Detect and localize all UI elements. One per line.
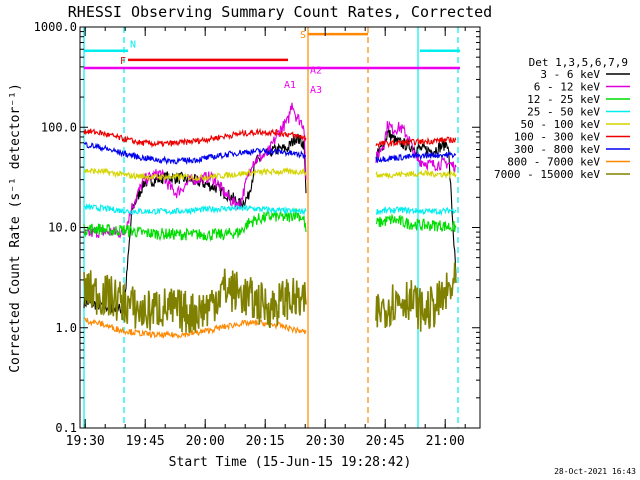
x-tick-label-4: 20:30	[306, 434, 345, 449]
x-tick-label-5: 20:45	[366, 434, 405, 449]
x-axis-label: Start Time (15-Jun-15 19:28:42)	[169, 455, 412, 470]
flag-bars: NF S	[84, 30, 460, 70]
datestamp: 28-Oct-2021 16:43	[554, 467, 636, 476]
legend-label-6: 300 - 800 keV	[514, 143, 600, 156]
y-tick-label-3: 1.0	[55, 321, 77, 335]
series-line-5-0	[83, 127, 307, 149]
x-tick-label-1: 19:45	[126, 434, 165, 449]
flag-annotations: A1 A2 A3	[284, 65, 322, 96]
annotation-a3: A3	[310, 85, 322, 96]
series-line-2-0	[83, 208, 307, 243]
series-line-3-1	[375, 205, 457, 217]
legend-label-8: 7000 - 15000 keV	[494, 168, 600, 181]
y-tick-label-0: 1000.0	[34, 20, 77, 34]
legend-label-5: 100 - 300 keV	[514, 131, 600, 144]
flag-label-2: F	[120, 56, 126, 67]
x-tick-label-0: 19:30	[66, 434, 105, 449]
legend-label-3: 25 - 50 keV	[527, 106, 600, 119]
legend-label-0: 3 - 6 keV	[540, 68, 600, 81]
series-line-5-1	[375, 136, 457, 149]
series-line-8-0	[83, 268, 307, 333]
series-line-8-1	[375, 262, 457, 332]
y-axis-ticks: 1000.0 100.0 10.0 1.0 0.1	[34, 20, 480, 435]
series-line-6-1	[375, 150, 457, 164]
series-line-2-1	[375, 213, 457, 233]
x-axis-ticks: 19:30 19:45 20:00 20:15 20:30 20:45 21:00	[66, 27, 466, 449]
legend-label-7: 800 - 7000 keV	[507, 156, 600, 169]
y-tick-label-2: 10.0	[48, 221, 77, 235]
series-line-3-0	[83, 203, 307, 217]
y-tick-label-4: 0.1	[55, 421, 77, 435]
annotation-a2: A2	[310, 65, 322, 76]
chart-title: RHESSI Observing Summary Count Rates, Co…	[68, 3, 492, 21]
legend-label-4: 50 - 100 keV	[521, 118, 601, 131]
x-tick-label-2: 20:00	[186, 434, 225, 449]
series-line-0-1	[375, 127, 457, 278]
series-line-4-0	[83, 167, 307, 182]
x-tick-label-3: 20:15	[246, 434, 285, 449]
legend-label-1: 6 - 12 keV	[534, 81, 601, 94]
legend-label-2: 12 - 25 keV	[527, 93, 600, 106]
y-tick-label-1: 100.0	[41, 120, 77, 134]
legend-title: Det 1,3,5,6,7,9	[529, 56, 628, 69]
y-axis-label: Corrected Count Rate (s⁻¹ detector⁻¹)	[8, 83, 23, 373]
series-lines	[83, 102, 457, 340]
annotation-a1: A1	[284, 80, 296, 91]
flag-label-3: S	[300, 30, 306, 41]
flag-label-0: N	[130, 40, 136, 51]
x-tick-label-6: 21:00	[426, 434, 465, 449]
series-line-6-0	[83, 141, 306, 166]
series-line-1-0	[83, 102, 307, 239]
series-line-4-1	[375, 169, 457, 180]
